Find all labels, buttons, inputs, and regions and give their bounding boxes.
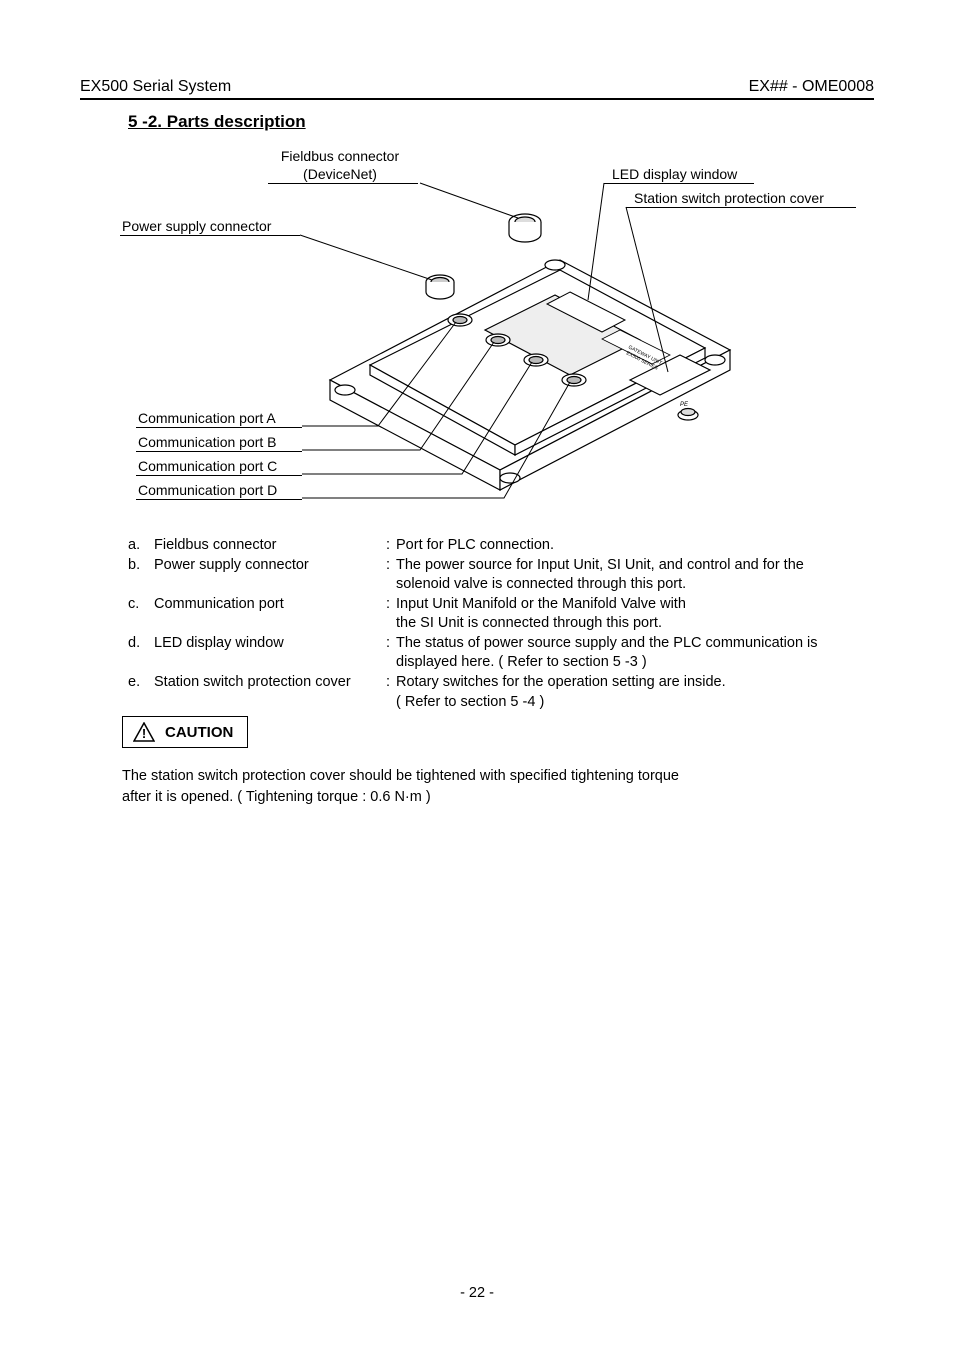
desc-label: Station switch protection cover: [154, 673, 380, 712]
callout-fieldbus: Fieldbus connector: [268, 148, 418, 165]
svg-text:PE: PE: [680, 402, 689, 408]
caution-box: ! CAUTION: [122, 716, 248, 748]
callout-power: Power supply connector: [120, 218, 300, 236]
desc-colon: :: [380, 556, 396, 595]
page-number: - 22 -: [0, 1285, 954, 1301]
desc-text: The power source for Input Unit, SI Unit…: [396, 556, 854, 595]
callout-port-a: Communication port A: [136, 410, 302, 428]
desc-row-d: d. LED display window : The status of po…: [128, 634, 854, 673]
desc-row-a: a. Fieldbus connector : Port for PLC con…: [128, 536, 854, 556]
section-title: 5 -2. Parts description: [128, 112, 306, 132]
desc-text: The status of power source supply and th…: [396, 634, 854, 673]
callout-station: Station switch protection cover: [626, 190, 856, 208]
caution-label: CAUTION: [165, 724, 233, 741]
desc-letter: c.: [128, 595, 154, 634]
desc-text: Rotary switches for the operation settin…: [396, 673, 854, 712]
header-right: EX## - OME0008: [749, 78, 874, 96]
desc-colon: :: [380, 536, 396, 556]
desc-text: Input Unit Manifold or the Manifold Valv…: [396, 595, 854, 634]
desc-letter: a.: [128, 536, 154, 556]
header-left: EX500 Serial System: [80, 78, 231, 96]
desc-letter: b.: [128, 556, 154, 595]
warning-icon: !: [133, 722, 155, 742]
desc-colon: :: [380, 634, 396, 673]
callout-fieldbus-l1: Fieldbus connector: [270, 148, 410, 164]
parts-description-list: a. Fieldbus connector : Port for PLC con…: [128, 536, 854, 712]
desc-colon: :: [380, 673, 396, 712]
callout-port-c: Communication port C: [136, 458, 302, 476]
callout-port-b: Communication port B: [136, 434, 302, 452]
desc-letter: e.: [128, 673, 154, 712]
callout-led: LED display window: [604, 166, 754, 184]
desc-colon: :: [380, 595, 396, 634]
desc-label: Fieldbus connector: [154, 536, 380, 556]
desc-label: Communication port: [154, 595, 380, 634]
callout-port-d: Communication port D: [136, 482, 302, 500]
device-illustration: GATEWAY UNIT EX500 SERIES PE: [310, 200, 750, 500]
svg-text:!: !: [142, 726, 146, 741]
desc-label: LED display window: [154, 634, 380, 673]
desc-label: Power supply connector: [154, 556, 380, 595]
desc-row-b: b. Power supply connector : The power so…: [128, 556, 854, 595]
parts-diagram: GATEWAY UNIT EX500 SERIES PE Fieldbus co…: [120, 140, 860, 510]
page-header: EX500 Serial System EX## - OME0008: [80, 78, 874, 100]
desc-row-e: e. Station switch protection cover : Rot…: [128, 673, 854, 712]
desc-letter: d.: [128, 634, 154, 673]
callout-fieldbus-l2: (DeviceNet): [268, 166, 418, 184]
desc-row-c: c. Communication port : Input Unit Manif…: [128, 595, 854, 634]
desc-text: Port for PLC connection.: [396, 536, 854, 556]
caution-note: The station switch protection cover shou…: [122, 766, 844, 808]
